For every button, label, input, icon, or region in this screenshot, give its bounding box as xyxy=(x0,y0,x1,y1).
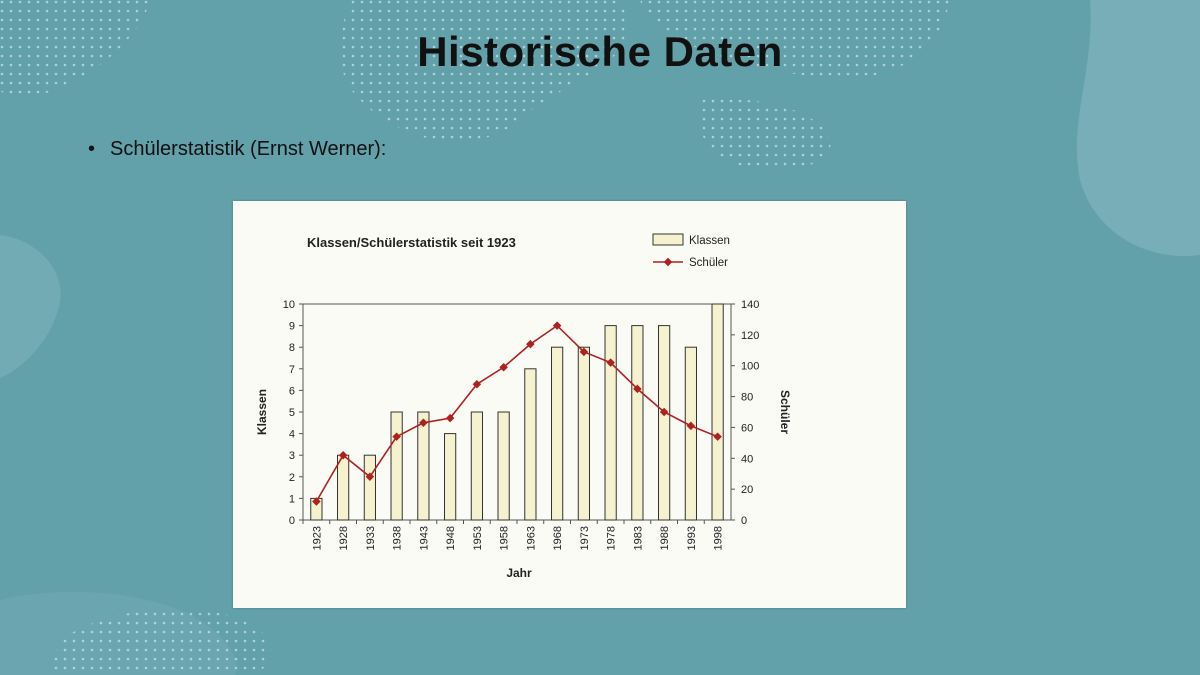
x-tick-label: 1923 xyxy=(311,526,323,550)
line-point xyxy=(338,450,348,460)
chart-svg: Klassen/Schülerstatistik seit 1923 Klass… xyxy=(255,233,792,580)
right-tick-label: 20 xyxy=(741,484,753,496)
left-tick-label: 6 xyxy=(289,385,295,397)
left-tick-label: 0 xyxy=(289,515,295,527)
left-tick-label: 9 xyxy=(289,321,295,333)
line-point xyxy=(392,432,401,441)
x-tick-label: 1933 xyxy=(365,526,377,550)
x-tick-label: 1993 xyxy=(686,526,698,550)
bar xyxy=(577,346,590,521)
bar xyxy=(631,325,644,521)
x-tick-label: 1983 xyxy=(632,526,644,550)
legend-bar-swatch xyxy=(652,233,684,246)
left-tick-label: 3 xyxy=(289,450,295,462)
x-tick-label: 1963 xyxy=(525,526,537,550)
bullet-item: • Schülerstatistik (Ernst Werner): xyxy=(88,138,386,161)
right-tick-label: 60 xyxy=(741,422,753,434)
right-tick-label: 0 xyxy=(741,515,747,527)
line-point xyxy=(499,363,508,372)
line-point xyxy=(606,358,615,367)
left-tick-label: 5 xyxy=(289,407,295,419)
line-point xyxy=(419,418,428,428)
bar xyxy=(390,411,403,521)
right-tick-label: 80 xyxy=(741,392,753,404)
right-axis: 0 20 40 60 80 100 120 140 xyxy=(731,299,759,527)
x-tick-label: 1988 xyxy=(659,526,671,550)
bar xyxy=(524,368,537,521)
bar xyxy=(444,433,457,521)
bar xyxy=(551,346,564,521)
bar xyxy=(604,325,617,521)
right-tick-label: 120 xyxy=(741,330,759,342)
line-point xyxy=(445,413,455,423)
series-line xyxy=(315,324,718,502)
line-point xyxy=(312,497,321,506)
left-tick-label: 7 xyxy=(289,364,295,376)
x-tick-label: 1978 xyxy=(606,526,618,550)
y-axis-label-right: Schüler xyxy=(778,390,792,434)
bar-series xyxy=(310,303,724,521)
x-tick-label: 1953 xyxy=(472,526,484,550)
chart-image: Klassen/Schülerstatistik seit 1923 Klass… xyxy=(233,201,906,608)
line-point xyxy=(659,407,669,417)
x-tick-label: 1928 xyxy=(338,526,350,550)
x-tick-label: 1998 xyxy=(713,526,725,550)
x-tick-label: 1958 xyxy=(499,526,511,550)
x-axis: 1923 1928 1933 1938 1943 1948 1953 1958 1963 1968… xyxy=(302,520,725,550)
x-tick-label: 1938 xyxy=(392,526,404,550)
left-axis: 0 1 2 3 4 5 6 7 8 9 10 xyxy=(283,299,303,527)
x-tick-label: 1973 xyxy=(579,526,591,550)
bar xyxy=(470,411,483,521)
right-tick-label: 40 xyxy=(741,453,753,465)
left-tick-label: 4 xyxy=(289,429,295,441)
bar xyxy=(337,454,350,521)
x-axis-label: Jahr xyxy=(506,566,532,580)
x-tick-label: 1968 xyxy=(552,526,564,550)
bar xyxy=(363,454,376,521)
left-tick-label: 10 xyxy=(283,299,295,311)
bullet-dot: • xyxy=(88,138,96,160)
line-point xyxy=(633,384,642,394)
bullet-text: Schülerstatistik (Ernst Werner): xyxy=(110,138,387,160)
bar xyxy=(417,411,430,521)
left-tick-label: 1 xyxy=(289,493,295,505)
bar xyxy=(684,346,697,521)
line-point xyxy=(472,379,482,389)
line-point xyxy=(686,421,696,431)
line-point xyxy=(365,472,375,482)
bar xyxy=(497,411,510,521)
left-tick-label: 2 xyxy=(289,472,295,484)
x-tick-label: 1943 xyxy=(418,526,430,550)
left-tick-label: 8 xyxy=(289,342,295,354)
slide-title: Historische Daten xyxy=(417,28,783,75)
legend: Klassen Schüler xyxy=(652,233,730,269)
legend-label-line: Schüler xyxy=(689,257,728,269)
legend-line-marker xyxy=(663,257,673,267)
legend-label-bars: Klassen xyxy=(689,235,730,247)
x-tick-label: 1948 xyxy=(445,526,457,550)
bar xyxy=(711,303,724,521)
bar xyxy=(658,325,671,521)
right-tick-label: 140 xyxy=(741,299,759,311)
right-tick-label: 100 xyxy=(741,361,759,373)
line-point xyxy=(526,339,535,349)
y-axis-label-left: Klassen xyxy=(255,389,269,435)
chart-title: Klassen/Schülerstatistik seit 1923 xyxy=(307,235,516,250)
